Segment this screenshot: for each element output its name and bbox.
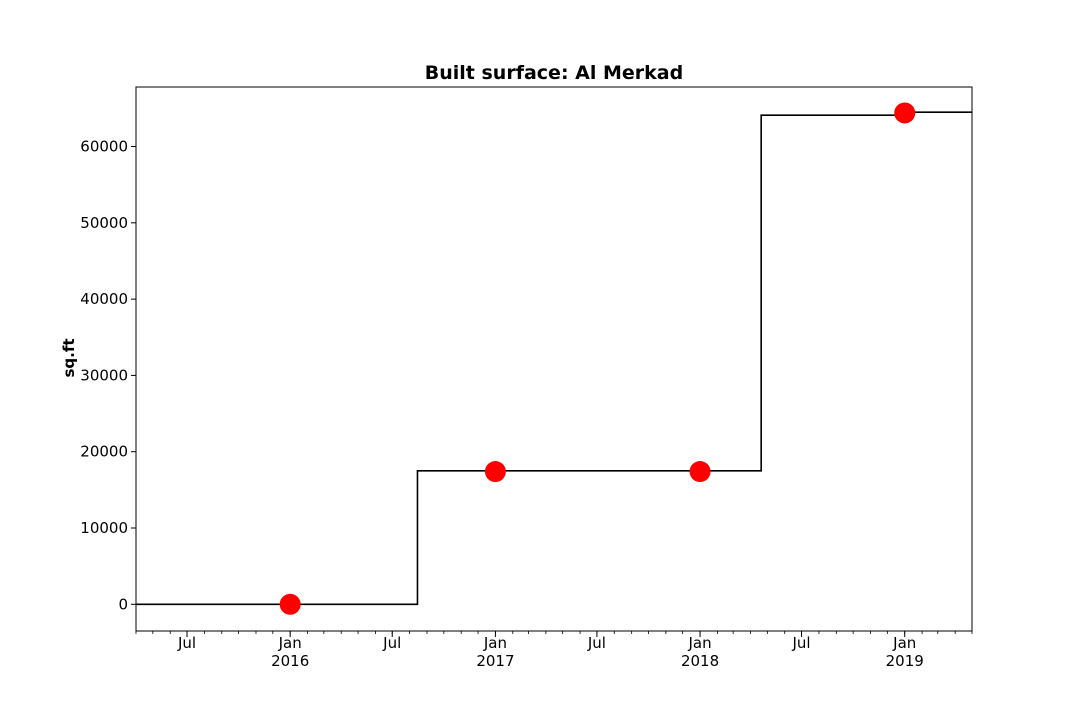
- x-tick-label: Jul: [791, 634, 810, 652]
- chart-title: Built surface: Al Merkad: [425, 62, 683, 84]
- data-point-marker: [689, 461, 711, 483]
- plot-frame: [135, 86, 973, 632]
- y-tick-label: 20000: [80, 443, 128, 461]
- data-point-marker: [279, 593, 301, 615]
- x-tick-label: Jan: [892, 634, 916, 652]
- x-tick-label: Jan: [483, 634, 507, 652]
- x-tick-label: Jan: [278, 634, 302, 652]
- x-tick-year-label: 2019: [886, 652, 924, 670]
- series-layer: [136, 102, 972, 615]
- data-point-marker: [894, 102, 916, 124]
- x-tick-label: Jul: [587, 634, 606, 652]
- y-tick-label: 30000: [80, 366, 128, 384]
- x-tick-label: Jul: [177, 634, 196, 652]
- x-tick-label: Jul: [382, 634, 401, 652]
- y-tick-label: 60000: [80, 138, 128, 156]
- step-line-series: [136, 111, 972, 606]
- x-tick-year-label: 2018: [681, 652, 719, 670]
- y-tick-label: 0: [118, 595, 128, 613]
- x-tick-year-label: 2017: [476, 652, 514, 670]
- data-point-marker: [484, 461, 506, 483]
- x-tick-year-label: 2016: [271, 652, 309, 670]
- x-tick-label: Jan: [687, 634, 711, 652]
- y-tick-label: 40000: [80, 290, 128, 308]
- y-axis-label: sq.ft: [60, 338, 78, 377]
- y-tick-label: 50000: [80, 214, 128, 232]
- y-tick-label: 10000: [80, 519, 128, 537]
- y-axis: 0 10000 20000 30000 40000 50000 60000: [80, 138, 136, 613]
